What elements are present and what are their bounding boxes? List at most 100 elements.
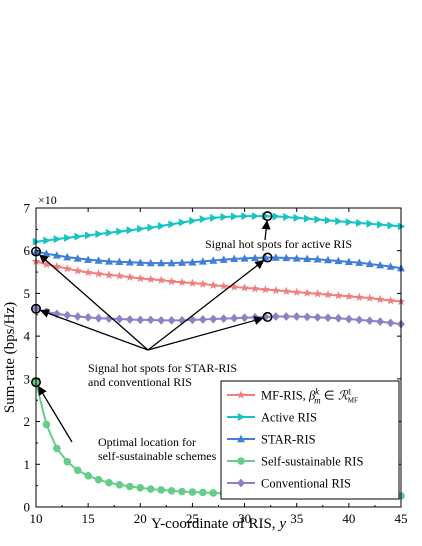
data-point-mf-ris: [188, 278, 197, 287]
data-point-star-ris: [178, 258, 186, 266]
data-point-conventional-ris: [386, 318, 395, 328]
data-point-mf-ris: [177, 277, 187, 287]
data-point-mf-ris: [344, 291, 354, 301]
data-point-mf-ris: [261, 284, 270, 294]
y-tick-label: 1: [24, 457, 31, 472]
data-point-active-ris: [387, 221, 395, 230]
x-tick-label: 35: [290, 511, 303, 526]
data-point-star-ris: [386, 262, 395, 270]
series-line-star-ris: [35, 250, 402, 270]
x-tick-label: 45: [395, 511, 408, 526]
data-point-mf-ris: [240, 283, 249, 292]
data-point-star-ris: [188, 258, 197, 266]
data-point-self-sustainable-ris: [94, 475, 103, 484]
data-point-mf-ris: [365, 293, 375, 302]
data-point-active-ris: [157, 221, 166, 230]
data-point-active-ris: [210, 213, 218, 222]
data-point-conventional-ris: [376, 317, 385, 327]
annotation-arrow-star: [39, 254, 149, 351]
legend-swatch-marker: [236, 390, 246, 399]
y-tick-label: 7: [24, 201, 31, 216]
data-point-conventional-ris: [94, 313, 103, 323]
data-point-active-ris: [335, 217, 343, 226]
data-point-mf-ris: [271, 285, 281, 295]
data-point-conventional-ris: [271, 312, 280, 321]
data-point-star-ris: [136, 258, 145, 266]
data-point-conventional-ris: [157, 315, 166, 325]
legend-label-part: ℛ: [338, 389, 349, 403]
annotations-layer: Signal hot spots for active RIS Signal ho…: [30, 211, 352, 463]
data-point-self-sustainable-ris: [63, 457, 72, 466]
data-point-active-ris: [220, 212, 228, 221]
data-point-mf-ris: [52, 261, 62, 271]
annotation-active: Signal hot spots for active RIS: [205, 237, 352, 251]
y-tick-label: 6: [24, 243, 31, 258]
data-point-star-ris: [146, 258, 155, 267]
data-point-self-sustainable-ris: [53, 444, 61, 453]
data-point-conventional-ris: [365, 316, 374, 326]
data-point-self-sustainable-ris: [146, 485, 155, 493]
data-point-mf-ris: [94, 269, 103, 278]
data-point-mf-ris: [354, 292, 364, 301]
data-point-conventional-ris: [313, 312, 322, 322]
data-point-active-ris: [126, 226, 135, 235]
data-point-self-sustainable-ris: [84, 472, 92, 480]
data-point-self-sustainable-ris: [115, 480, 124, 489]
data-point-conventional-ris: [219, 314, 228, 324]
data-point-self-sustainable-ris: [178, 487, 186, 496]
data-point-star-ris: [167, 258, 176, 267]
legend-item-mf-ris: MF-RIS, βk m ∈ ℛ1 MF: [227, 387, 358, 406]
legend-label-part: m: [314, 396, 321, 406]
data-point-active-ris: [230, 212, 239, 221]
legend-label: Active RIS: [261, 411, 317, 425]
data-point-star-ris: [344, 257, 353, 266]
data-point-self-sustainable-ris: [167, 486, 176, 495]
legend: MF-RIS, βk m ∈ ℛ1 MF Active RIS STAR-RIS Self…: [220, 380, 400, 500]
data-point-active-ris: [74, 232, 82, 241]
data-point-active-ris: [356, 218, 364, 227]
annotation-arrow-active: [261, 220, 271, 241]
data-point-mf-ris: [302, 288, 312, 297]
legend-swatch-marker: [237, 434, 245, 443]
x-tick-label: 20: [134, 511, 147, 526]
data-point-star-ris: [334, 256, 343, 265]
data-point-mf-ris: [281, 286, 291, 296]
data-point-conventional-ris: [115, 314, 124, 324]
hotspot-marker-self: [30, 377, 41, 388]
legend-label: Self-sustainable RIS: [261, 455, 363, 469]
legend-label-part: β: [308, 389, 316, 403]
data-point-active-ris: [189, 216, 197, 225]
data-point-conventional-ris: [84, 312, 93, 322]
data-point-star-ris: [209, 256, 218, 264]
data-point-active-ris: [199, 215, 208, 224]
annotation-line: Optimal location for: [98, 435, 196, 449]
data-point-mf-ris: [229, 282, 239, 291]
data-point-star-ris: [303, 254, 312, 263]
data-point-conventional-ris: [324, 313, 332, 323]
data-point-conventional-ris: [334, 313, 343, 323]
data-point-active-ris: [105, 228, 114, 237]
data-point-mf-ris: [219, 281, 229, 290]
annotation-line: and conventional RIS: [88, 375, 192, 389]
axes-layer: 10 15 20 25 30 35 40 4501234567×10Y-coordinate …: [2, 193, 408, 532]
series-conventional-ris: [32, 304, 405, 329]
data-point-star-ris: [219, 255, 228, 263]
data-point-active-ris: [168, 220, 176, 229]
data-point-conventional-ris: [146, 315, 155, 325]
data-point-conventional-ris: [198, 315, 207, 324]
data-point-mf-ris: [73, 266, 83, 275]
legend-item-star-ris: STAR-RIS: [227, 433, 316, 447]
x-tick-label: 30: [238, 511, 251, 526]
data-point-active-ris: [64, 233, 72, 242]
legend-label-part: ∈: [321, 389, 338, 403]
legend-label: STAR-RIS: [261, 433, 316, 447]
data-point-active-ris: [178, 218, 187, 227]
data-point-mf-ris: [146, 274, 156, 284]
y-tick-label: 3: [24, 371, 31, 386]
data-point-star-ris: [282, 253, 291, 262]
legend-label-part: k: [315, 387, 320, 397]
data-point-self-sustainable-ris: [126, 482, 134, 491]
data-point-mf-ris: [334, 290, 343, 300]
